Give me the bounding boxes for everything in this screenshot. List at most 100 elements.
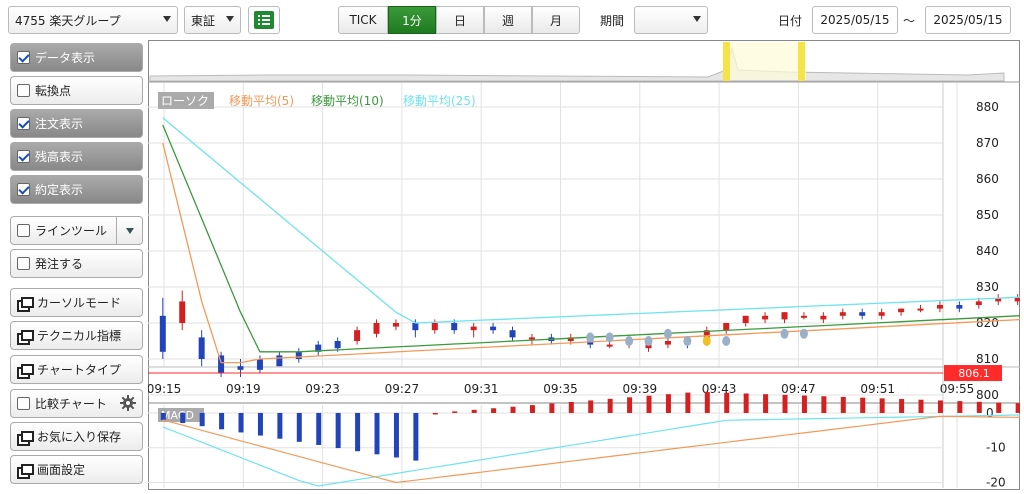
legend-candle-bg: [158, 92, 214, 109]
stock-select[interactable]: 4755 楽天グループ: [8, 6, 178, 34]
time-tick-label: 09:51: [860, 382, 895, 396]
chevron-down-icon: [693, 16, 701, 22]
date-from-value: 2025/05/15: [820, 13, 890, 27]
candle: [179, 301, 186, 323]
chevron-down-icon[interactable]: [116, 217, 142, 244]
sidebar-item-balance-display[interactable]: 残高表示: [10, 142, 143, 171]
navigator-handle-left: [723, 42, 730, 81]
list-icon: [254, 11, 274, 29]
legend-ma5: 移動平均(5): [229, 94, 294, 108]
candle: [839, 312, 846, 316]
candle: [762, 315, 769, 320]
sidebar-item-cursor-mode[interactable]: カーソルモード: [10, 288, 143, 317]
price-tick-label: 840: [976, 244, 999, 258]
checkbox-checked-icon[interactable]: [17, 117, 30, 130]
tab-day[interactable]: 日: [436, 6, 484, 34]
current-price-badge: [944, 365, 1002, 382]
checkbox-icon[interactable]: [17, 84, 30, 97]
window-icon: [17, 329, 34, 345]
sidebar-item-technical-indicators[interactable]: テクニカル指標: [10, 321, 143, 350]
checkbox-icon[interactable]: [17, 257, 30, 270]
candle: [159, 315, 166, 352]
macd-bar: [296, 412, 302, 442]
sidebar-item-data-display[interactable]: データ表示: [10, 43, 143, 72]
price-chart[interactable]: 09:15 09:19 09:23 09:27 09:31 09:35 09:39 09:43…: [148, 40, 1020, 490]
navigator-window: [726, 42, 806, 80]
ma10-line: [162, 124, 1020, 353]
candle: [664, 341, 671, 345]
chart-frame: [148, 40, 1020, 490]
window-icon: [17, 296, 34, 312]
sidebar-item-save-favorite[interactable]: お気に入り保存: [10, 422, 143, 451]
sidebar-item-turning-point[interactable]: 転換点: [10, 76, 143, 105]
market-select[interactable]: 東証: [184, 6, 241, 34]
macd-bar: [316, 412, 322, 445]
sidebar-item-label: データ表示: [35, 51, 96, 65]
candle: [703, 330, 710, 338]
sidebar-item-label: チャートタイプ: [37, 363, 121, 377]
price-tick-label: 880: [976, 100, 999, 114]
checkbox-checked-icon[interactable]: [17, 150, 30, 163]
toolbar: 4755 楽天グループ 東証 TICK 1分 日 週 月 期間 日付 2025/…: [0, 0, 1024, 40]
candle: [412, 323, 419, 331]
candle: [995, 297, 1002, 302]
period-select[interactable]: [634, 6, 708, 34]
date-to-input[interactable]: 2025/05/15: [925, 6, 1011, 34]
sidebar-item-label: 約定表示: [35, 183, 84, 197]
sidebar-item-label: ラインツール: [35, 224, 108, 238]
checkbox-checked-icon[interactable]: [17, 51, 30, 64]
macd-bar: [840, 396, 846, 413]
gear-icon[interactable]: [120, 395, 136, 411]
tab-tick[interactable]: TICK: [338, 6, 388, 34]
macd-bar: [199, 412, 205, 427]
market-select-value: 東証: [191, 13, 216, 28]
macd-bar: [763, 394, 769, 413]
candle: [276, 355, 283, 367]
candle: [334, 341, 341, 349]
sidebar-item-line-tool[interactable]: ラインツール: [10, 216, 143, 245]
price-tick-label: 870: [976, 136, 999, 150]
tab-1min[interactable]: 1分: [388, 6, 436, 34]
sidebar-item-label: カーソルモード: [37, 296, 122, 310]
date-from-input[interactable]: 2025/05/15: [812, 6, 898, 34]
candle: [509, 330, 516, 338]
candle: [859, 312, 866, 316]
sidebar-item-label: 比較チャート: [35, 397, 107, 411]
sidebar-item-label: 注文表示: [35, 117, 84, 131]
tab-month-label: 月: [549, 13, 562, 28]
macd-bar: [782, 394, 788, 413]
window-icon: [17, 463, 34, 479]
candle: [800, 315, 807, 318]
sidebar-item-screen-settings[interactable]: 画面設定: [10, 455, 143, 484]
sidebar-item-place-order[interactable]: 発注する: [10, 249, 143, 278]
macd-bar: [743, 393, 749, 413]
checkbox-checked-icon[interactable]: [17, 183, 30, 196]
time-tick-label: 09:59: [1019, 382, 1020, 396]
macd-bar: [491, 408, 497, 413]
list-toggle-button[interactable]: [248, 6, 280, 34]
candle: [645, 344, 652, 349]
candle: [490, 326, 497, 331]
candle: [295, 351, 302, 359]
candle: [917, 308, 924, 311]
macd-bar: [374, 412, 380, 455]
candle: [373, 323, 380, 334]
legend-ma10: 移動平均(10): [311, 94, 384, 108]
tab-month[interactable]: 月: [532, 6, 580, 34]
sidebar-item-compare-chart[interactable]: 比較チャート: [10, 389, 143, 418]
ma25-line: [162, 117, 1020, 324]
time-tick-label: 09:55: [940, 382, 975, 396]
checkbox-icon[interactable]: [17, 397, 30, 410]
macd-bar: [937, 400, 943, 413]
legend-macd: MACD: [161, 409, 194, 422]
sidebar-item-execution-display[interactable]: 約定表示: [10, 175, 143, 204]
tab-tick-label: TICK: [349, 13, 377, 27]
sidebar-item-chart-type[interactable]: チャートタイプ: [10, 355, 143, 384]
checkbox-icon[interactable]: [17, 224, 30, 237]
candle: [315, 344, 322, 352]
time-tick-label: 09:15: [148, 382, 181, 396]
candle: [528, 337, 535, 340]
tab-week[interactable]: 週: [484, 6, 532, 34]
navigator-handle-right: [798, 42, 805, 81]
sidebar-item-order-display[interactable]: 注文表示: [10, 109, 143, 138]
